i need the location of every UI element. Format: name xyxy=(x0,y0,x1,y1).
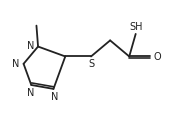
Text: O: O xyxy=(153,52,161,62)
Text: N: N xyxy=(27,88,34,98)
Text: S: S xyxy=(89,59,95,69)
Text: N: N xyxy=(12,59,20,69)
Text: N: N xyxy=(27,41,34,51)
Text: N: N xyxy=(51,92,58,102)
Text: SH: SH xyxy=(130,22,143,31)
